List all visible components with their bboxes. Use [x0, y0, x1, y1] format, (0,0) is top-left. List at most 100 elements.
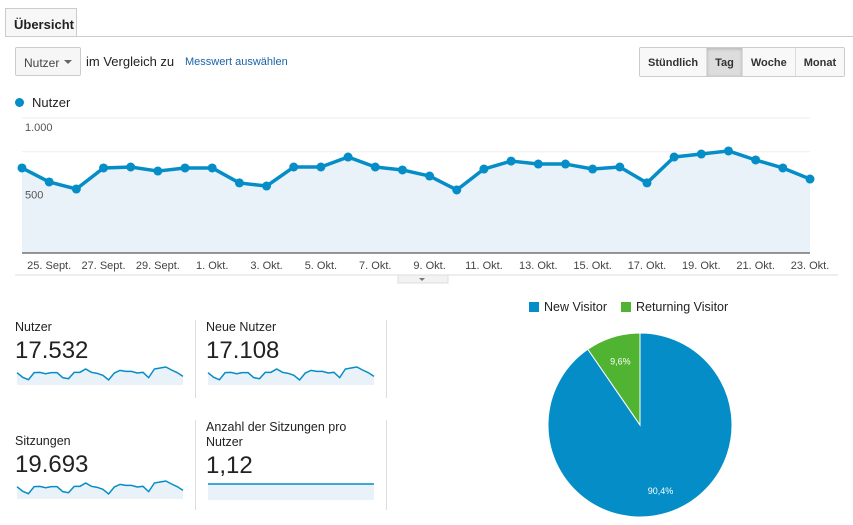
- line-chart: 1.000 500 25. Sept. 27. Sept. 29. Sept. 1. Ok…: [15, 117, 838, 284]
- sparkline-fill: [17, 366, 183, 385]
- data-point: [153, 166, 163, 176]
- sparkline-line: [16, 480, 184, 496]
- week-button[interactable]: Woche: [742, 48, 796, 76]
- metric-dropdown[interactable]: Nutzer: [15, 47, 81, 76]
- data-point: [99, 163, 109, 173]
- metric-value: 19.693: [15, 451, 89, 478]
- series-line: [21, 149, 811, 192]
- y-tick-label: 1.000: [25, 122, 53, 134]
- data-point: [44, 177, 54, 187]
- pie-slice-label: 90,4%: [648, 486, 674, 496]
- swatch-icon: [529, 302, 539, 312]
- metric-label: Neue Nutzer: [206, 320, 277, 334]
- pie-slice: [587, 332, 641, 427]
- metric-card-sessions[interactable]: Sitzungen 19.693: [15, 434, 185, 504]
- y-tick-label: 500: [25, 190, 43, 202]
- x-tick-label: 15. Okt.: [573, 260, 612, 272]
- metric-dropdown-value: Nutzer: [24, 56, 60, 70]
- legend-label: Returning Visitor: [635, 300, 729, 314]
- sparkline: [16, 480, 184, 499]
- compare-label: im Vergleich zu: [86, 54, 175, 69]
- metric-value: 17.108: [206, 337, 280, 364]
- x-tick-label: 13. Okt.: [519, 260, 558, 272]
- tab-divider: [5, 36, 853, 37]
- x-tick-label: 23. Okt.: [791, 260, 830, 272]
- legend-label: Nutzer: [32, 95, 71, 110]
- data-point: [533, 159, 543, 169]
- data-point: [615, 162, 625, 172]
- metric-value: 17.532: [15, 337, 89, 364]
- data-point: [723, 146, 733, 156]
- metric-card-sessions-per-user[interactable]: Anzahl der Sitzungen pro Nutzer 1,12: [206, 420, 381, 505]
- data-point: [397, 165, 407, 175]
- data-point: [588, 164, 598, 174]
- data-point: [17, 163, 27, 173]
- series-dot-icon: [15, 98, 24, 107]
- data-point: [452, 185, 462, 195]
- x-tick-label: 11. Okt.: [465, 260, 503, 272]
- x-tick-label: 1. Okt.: [196, 260, 228, 272]
- divider: [386, 420, 387, 510]
- granularity-buttons: Stündlich Tag Woche Monat: [639, 47, 846, 77]
- data-point: [180, 163, 190, 173]
- sparkline-line: [207, 366, 375, 382]
- x-tick-label: 17. Okt.: [628, 260, 667, 272]
- x-tick-label: 29. Sept.: [136, 260, 180, 272]
- hourly-button[interactable]: Stündlich: [640, 48, 708, 76]
- sparkline-line: [16, 366, 184, 382]
- sparkline: [207, 366, 375, 385]
- x-tick-label: 25. Sept.: [27, 260, 71, 272]
- x-tick-label: 3. Okt.: [250, 260, 282, 272]
- metric-card-users[interactable]: Nutzer 17.532: [15, 320, 185, 390]
- data-point: [207, 163, 217, 173]
- divider: [195, 320, 196, 398]
- sparkline: [16, 366, 184, 385]
- chevron-down-icon: [64, 60, 72, 64]
- divider: [386, 320, 387, 398]
- pie-chart: 90,4% 9,6%: [547, 332, 733, 518]
- x-tick-label: 27. Sept.: [81, 260, 125, 272]
- x-tick-label: 7. Okt.: [359, 260, 391, 272]
- data-point: [805, 174, 815, 184]
- data-point: [425, 171, 435, 181]
- sparkline-fill: [208, 484, 374, 500]
- data-point: [262, 181, 272, 191]
- day-button[interactable]: Tag: [707, 48, 743, 76]
- swatch-icon: [620, 302, 631, 312]
- sparkline-fill: [208, 366, 374, 385]
- month-button[interactable]: Monat: [795, 48, 845, 76]
- metric-label: Nutzer: [15, 320, 52, 334]
- data-point: [370, 162, 380, 172]
- legend-label: New Visitor: [544, 300, 607, 314]
- data-point: [560, 159, 570, 169]
- x-tick-label: 19. Okt.: [682, 260, 721, 272]
- data-point: [71, 184, 81, 194]
- data-point: [343, 152, 353, 162]
- metric-label: Anzahl der Sitzungen pro Nutzer: [206, 420, 347, 449]
- pie-slice: [547, 332, 733, 518]
- x-tick-label: 9. Okt.: [413, 260, 445, 272]
- data-point: [126, 162, 136, 172]
- data-point: [778, 163, 788, 173]
- chart-legend: Nutzer: [15, 95, 70, 110]
- legend-new-visitor[interactable]: New Visitor: [529, 300, 607, 314]
- sparkline-fill: [17, 480, 183, 499]
- x-tick-label: 5. Okt.: [305, 260, 337, 272]
- select-metric-link[interactable]: Messwert auswählen: [185, 56, 288, 68]
- metric-card-new-users[interactable]: Neue Nutzer 17.108: [206, 320, 376, 390]
- data-point: [234, 178, 244, 188]
- data-point: [669, 152, 679, 162]
- tab-overview[interactable]: Übersicht: [5, 8, 77, 37]
- caret-down-icon: [419, 278, 425, 281]
- data-point: [479, 164, 489, 174]
- area-fill: [22, 150, 810, 253]
- data-point: [506, 156, 516, 166]
- data-point: [289, 162, 299, 172]
- data-point: [696, 149, 706, 159]
- legend-returning-visitor[interactable]: Returning Visitor: [620, 300, 729, 314]
- x-tick-label: 21. Okt.: [736, 260, 775, 272]
- metric-value: 1,12: [206, 452, 253, 479]
- divider: [195, 420, 196, 510]
- data-point: [316, 162, 326, 172]
- pie-slice-label: 9,6%: [610, 357, 631, 367]
